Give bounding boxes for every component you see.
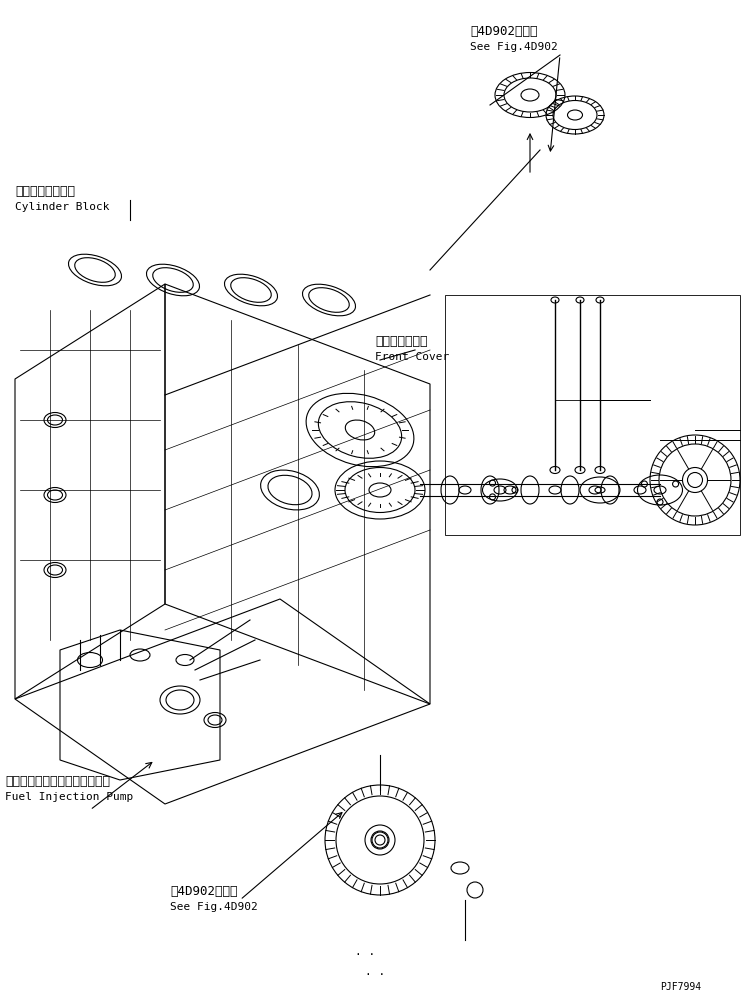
- Text: 第4D902図参照: 第4D902図参照: [470, 25, 538, 38]
- Text: フェルインジェクションポンプ: フェルインジェクションポンプ: [5, 775, 110, 788]
- Text: . .: . .: [355, 947, 375, 957]
- Text: シリンダブロック: シリンダブロック: [15, 185, 75, 198]
- Text: Fuel Injection Pump: Fuel Injection Pump: [5, 792, 133, 802]
- Text: . .: . .: [365, 967, 385, 977]
- Text: Front Cover: Front Cover: [375, 352, 449, 362]
- Text: 第4D902図参照: 第4D902図参照: [170, 885, 237, 898]
- Text: Cylinder Block: Cylinder Block: [15, 202, 109, 212]
- Text: See Fig.4D902: See Fig.4D902: [470, 42, 558, 52]
- Text: See Fig.4D902: See Fig.4D902: [170, 902, 258, 912]
- Text: PJF7994: PJF7994: [660, 982, 701, 992]
- Text: フロントカバー: フロントカバー: [375, 335, 428, 348]
